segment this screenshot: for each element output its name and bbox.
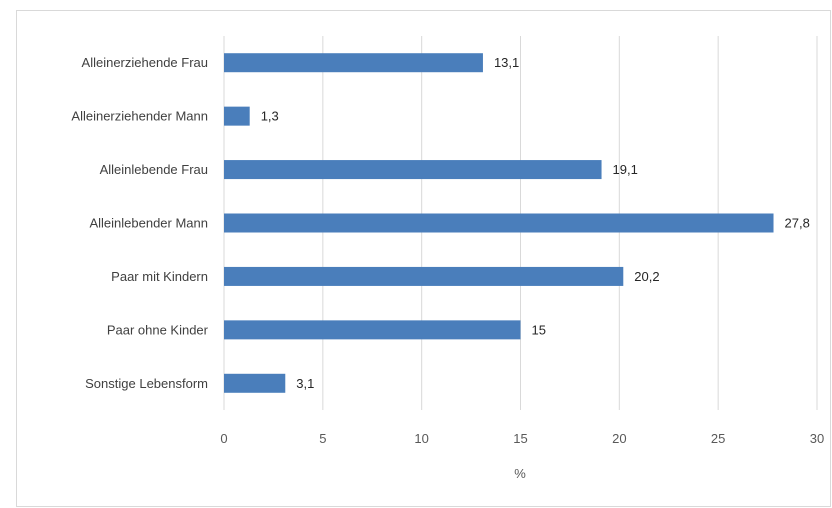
- data-label: 19,1: [613, 162, 638, 177]
- x-tick-label: 30: [810, 431, 824, 446]
- data-label: 20,2: [634, 269, 659, 284]
- x-tick-label: 15: [513, 431, 527, 446]
- x-tick-label: 25: [711, 431, 725, 446]
- bar: [224, 213, 774, 233]
- data-label: 27,8: [785, 216, 810, 231]
- data-label: 13,1: [494, 55, 519, 70]
- bar: [224, 53, 483, 73]
- value-labels: 13,1 1,3 19,1 27,8 20,2 15 3,1: [261, 55, 810, 391]
- bars: [224, 53, 774, 393]
- x-axis-title: %: [514, 466, 526, 481]
- bar: [224, 373, 286, 393]
- category-label: Paar ohne Kinder: [107, 322, 209, 337]
- category-label: Alleinlebende Frau: [100, 162, 208, 177]
- category-label: Paar mit Kindern: [111, 269, 208, 284]
- category-labels: Alleinerziehende Frau Alleinerziehender M…: [71, 55, 208, 391]
- x-tick-label: 0: [220, 431, 227, 446]
- x-tick-label: 20: [612, 431, 626, 446]
- category-label: Alleinerziehender Mann: [71, 109, 208, 124]
- category-label: Alleinerziehende Frau: [82, 55, 208, 70]
- x-tick-labels: 0 5 10 15 20 25 30: [220, 431, 824, 446]
- bar: [224, 266, 624, 286]
- data-label: 3,1: [296, 376, 314, 391]
- bar: [224, 160, 602, 180]
- data-label: 15: [532, 322, 546, 337]
- x-tick-label: 10: [414, 431, 428, 446]
- bar: [224, 106, 250, 126]
- category-label: Alleinlebender Mann: [89, 216, 208, 231]
- x-tick-label: 5: [319, 431, 326, 446]
- chart-frame: [16, 10, 831, 507]
- bar: [224, 320, 521, 340]
- data-label: 1,3: [261, 109, 279, 124]
- category-label: Sonstige Lebensform: [85, 376, 208, 391]
